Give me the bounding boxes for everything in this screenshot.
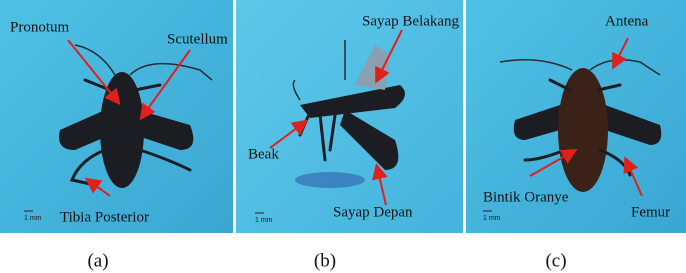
figure: 1 mm Pronotum Scutellum Tibia Posterior … <box>0 0 686 273</box>
panel-b: 1 mm Sayap Belakang Beak Sayap Depan <box>236 0 463 233</box>
annotation: Sayap Depan <box>333 204 413 220</box>
annotation: Pronotum <box>10 19 70 35</box>
scale-label: 1 mm <box>255 217 273 224</box>
annotation: Bintik Oranye <box>483 189 569 205</box>
annotation: Tibia Posterior <box>60 209 149 225</box>
caption: (c) <box>545 250 566 271</box>
panel-a: 1 mm Pronotum Scutellum Tibia Posterior <box>0 0 233 233</box>
panel-c: 1 mm Antena Bintik Oranye Femur <box>466 0 686 233</box>
annotation: Antena <box>605 13 649 29</box>
annotation: Scutellum <box>167 31 228 47</box>
shadow <box>295 172 365 188</box>
scale-label: 1 mm <box>24 215 42 222</box>
caption: (a) <box>87 250 108 271</box>
scale-label: 1 mm <box>483 215 501 222</box>
annotation: Femur <box>631 204 670 220</box>
caption: (b) <box>314 250 336 271</box>
annotation: Sayap Belakang <box>362 13 460 29</box>
annotation: Beak <box>248 146 279 162</box>
